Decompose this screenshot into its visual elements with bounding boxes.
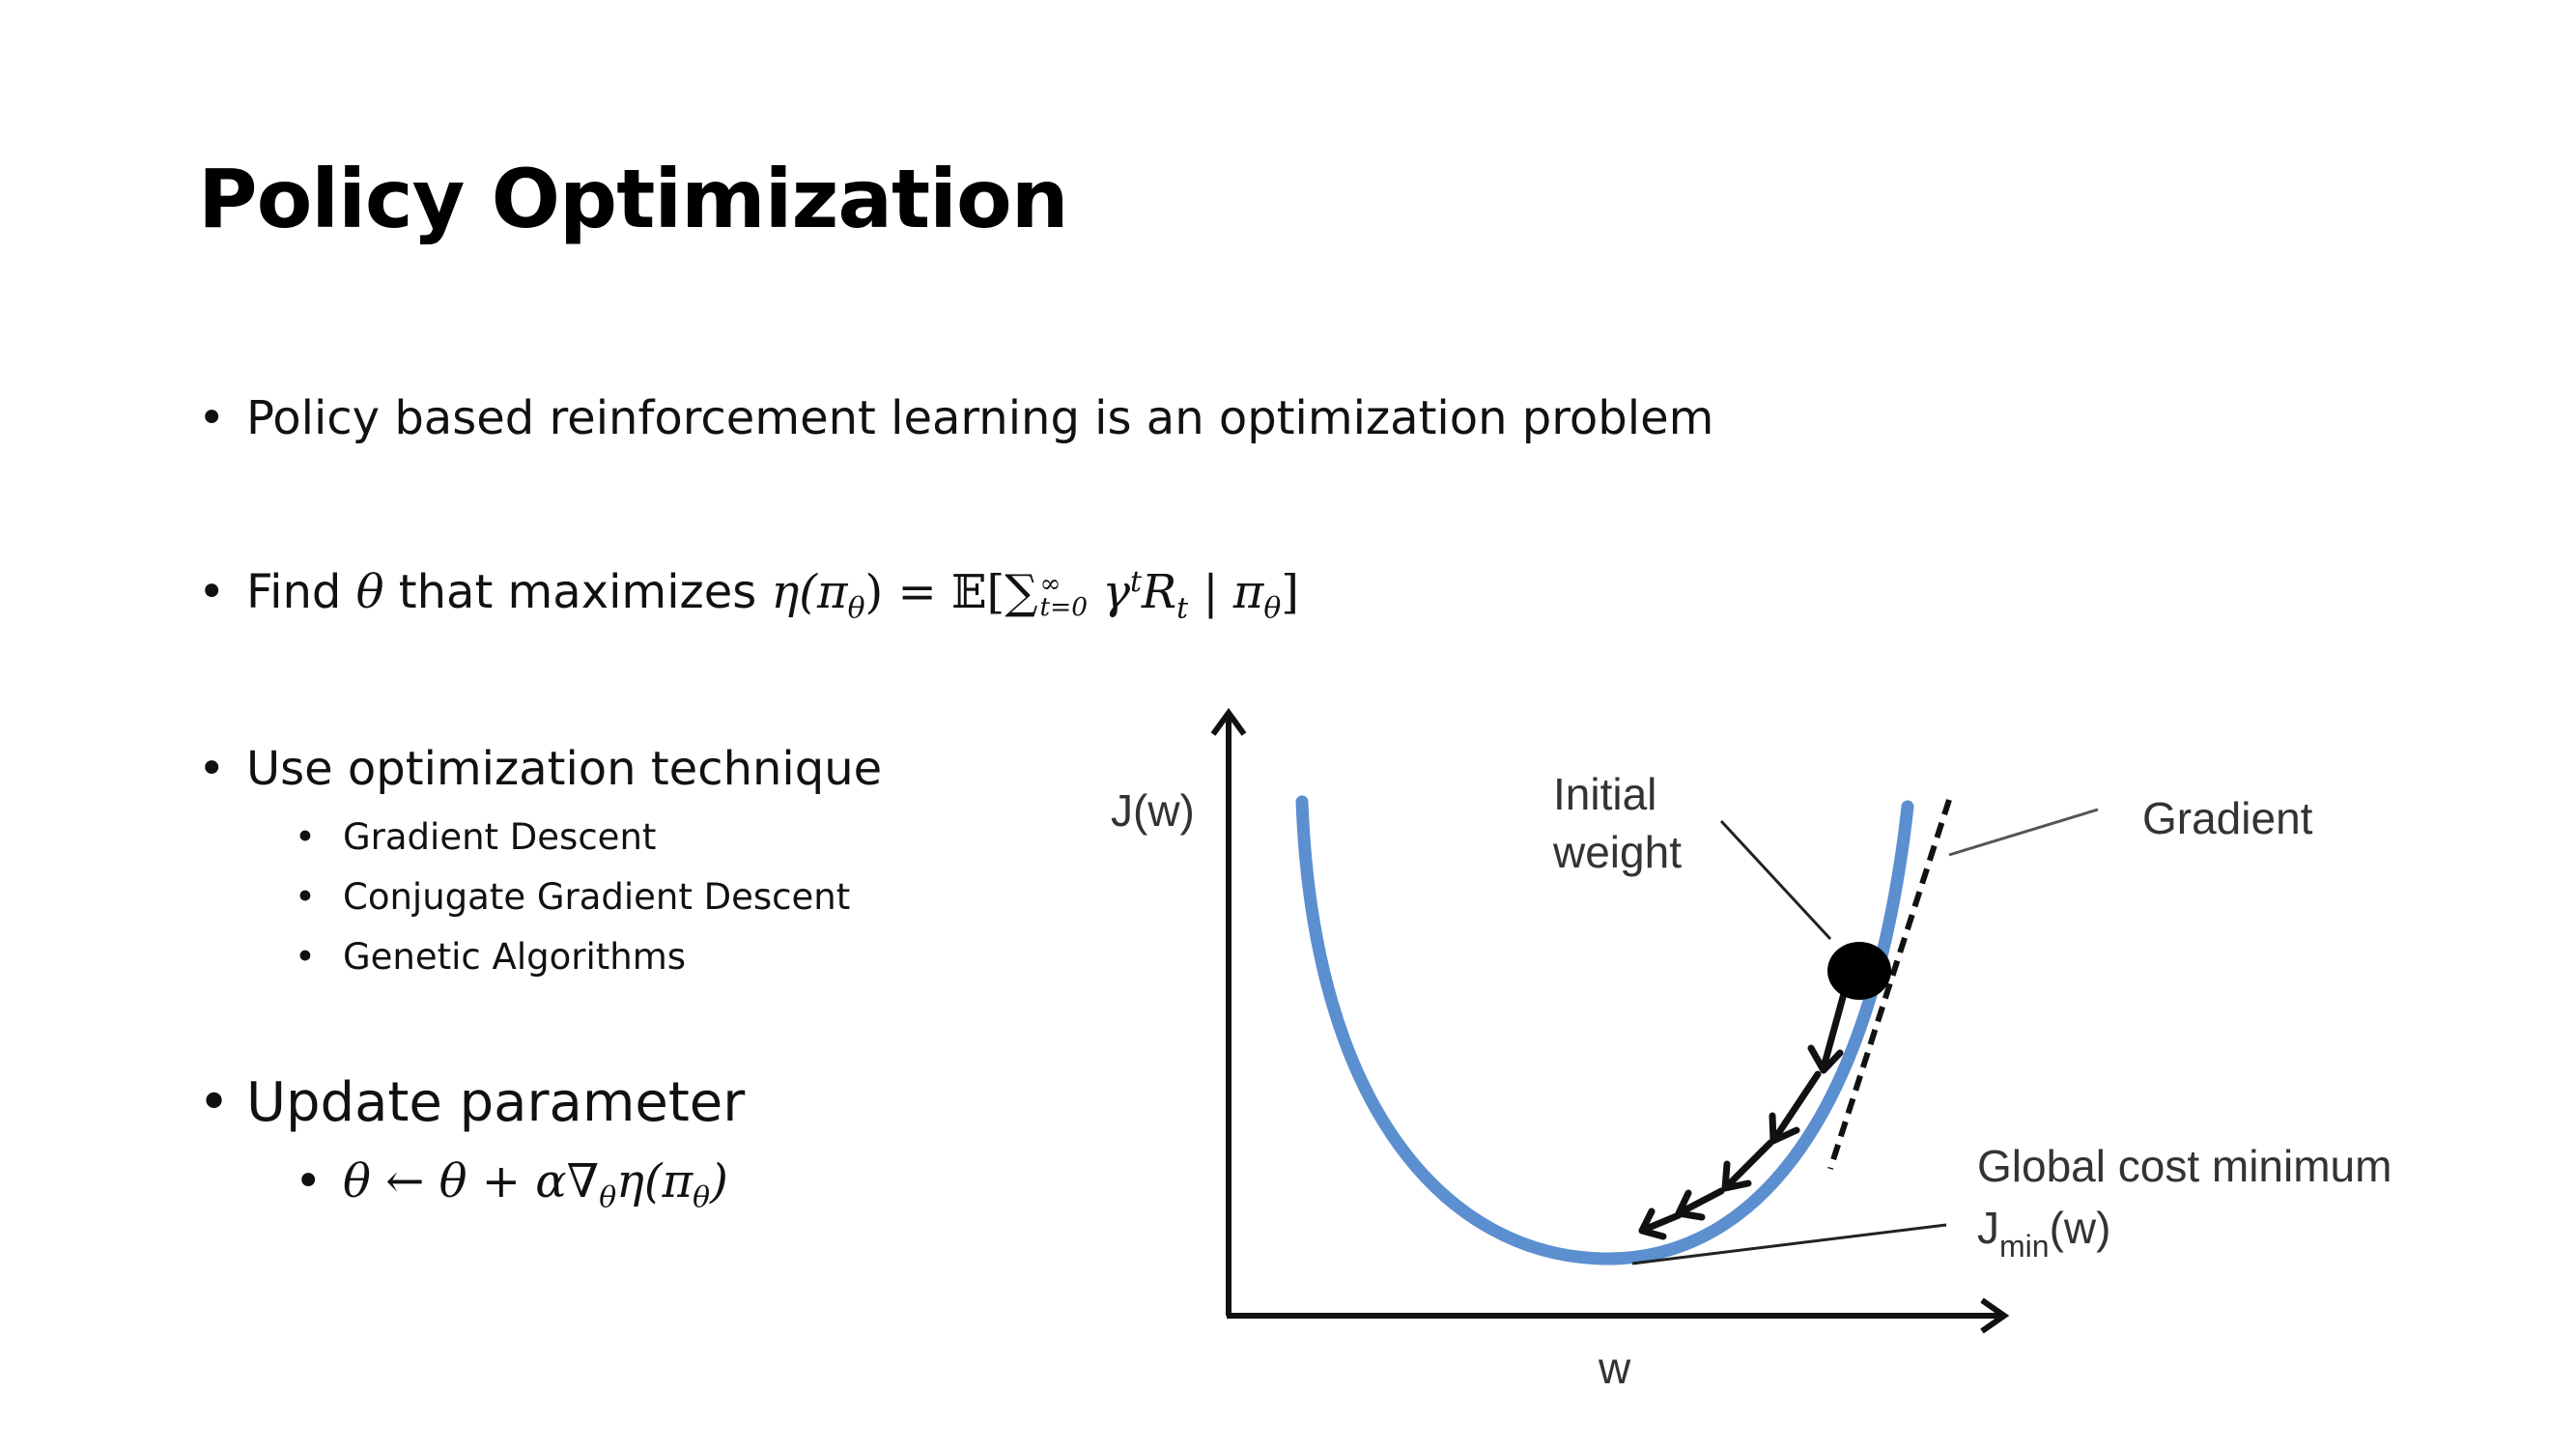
step-arrowhead — [1721, 1160, 1752, 1192]
sub-bullet-conjugate-gradient: • Conjugate Gradient Descent — [295, 876, 850, 919]
y-axis-label: J(w) — [1111, 785, 1195, 836]
formula-R-sub: t — [1176, 591, 1189, 626]
bullet-dot: • — [295, 1154, 323, 1208]
bullet-dot: • — [295, 816, 316, 858]
initial-weight-ball — [1827, 942, 1891, 1000]
formula-expectation: 𝔼[∑ — [950, 565, 1038, 619]
step-arrowhead — [1638, 1208, 1667, 1240]
formula-pi-sub: θ — [1263, 591, 1282, 626]
sub-bullet-gradient-descent: • Gradient Descent — [295, 816, 656, 859]
x-axis-arrowhead — [1980, 1297, 2010, 1334]
update-formula-close: ) — [710, 1154, 728, 1208]
sum-upper: ∞ — [1039, 568, 1062, 599]
formula-R: R — [1141, 565, 1177, 619]
bullet-2: • Find θ that maximizes η(πθ) = 𝔼[∑∞ t=0 γ… — [198, 565, 1299, 626]
sub-bullet-genetic-algorithms: • Genetic Algorithms — [295, 936, 686, 979]
step-arrow — [1640, 1211, 1683, 1234]
jmin-sub: min — [1999, 1229, 2050, 1264]
bullet-dot: • — [198, 565, 226, 619]
step-arrowhead — [1769, 1112, 1800, 1145]
formula-gamma: γ — [1102, 565, 1130, 619]
sum-lower: t=0 — [1039, 591, 1089, 622]
bullet-1: • Policy based reinforcement learning is … — [198, 391, 1713, 447]
global-min-label: Global cost minimum — [1977, 1141, 2392, 1191]
objective-formula: η(πθ) = 𝔼[∑∞ t=0 γtRt | πθ] — [771, 565, 1299, 626]
update-rule: • θ ← θ + α∇θη(πθ) — [295, 1154, 728, 1215]
minimum-leader — [1631, 1223, 1947, 1265]
update-formula: θ ← θ + α∇θη(πθ) — [343, 1154, 728, 1215]
sub-bullet-text: Gradient Descent — [343, 816, 657, 858]
step-arrow — [1723, 1139, 1774, 1190]
bullet-dot: • — [198, 1071, 231, 1134]
jmin-label: Jmin(w) — [1977, 1203, 2110, 1264]
update-formula-eta: η(π — [616, 1154, 694, 1208]
step-arrow — [1771, 1070, 1822, 1142]
y-axis-arrowhead — [1210, 707, 1247, 736]
formula-given-pi: | π — [1188, 565, 1264, 619]
slide-title: Policy Optimization — [198, 152, 1068, 246]
bullet-dot: • — [198, 742, 226, 796]
x-axis-label: w — [1598, 1343, 1631, 1393]
bullet-3: • Use optimization technique — [198, 742, 882, 798]
bullet-4-text: Update parameter — [246, 1071, 746, 1134]
bullet-4: • Update parameter — [198, 1070, 745, 1135]
jmin-J: J — [1977, 1203, 1999, 1253]
update-formula-main: θ ← θ + α∇ — [343, 1154, 600, 1208]
bullet-3-text: Use optimization technique — [246, 742, 883, 796]
cost-curve — [1295, 795, 1914, 1265]
formula-close: ] — [1281, 565, 1299, 619]
bullet-2-middle: that maximizes — [398, 565, 757, 619]
theta-symbol: θ — [355, 565, 384, 619]
update-formula-sub2: θ — [693, 1180, 711, 1215]
gradient-tangent-line — [1827, 799, 1952, 1170]
sub-bullet-text: Conjugate Gradient Descent — [343, 876, 851, 918]
formula-sub-theta: θ — [847, 591, 865, 626]
sub-bullet-text: Genetic Algorithms — [343, 936, 687, 978]
jmin-tail: (w) — [2050, 1203, 2111, 1253]
bullet-1-text: Policy based reinforcement learning is a… — [246, 391, 1714, 445]
formula-eta: η(π — [771, 565, 848, 619]
sum-limits: ∞ t=0 — [1039, 571, 1089, 622]
initial-weight-label-line1: Initial — [1553, 769, 1656, 819]
descent-arrows — [1638, 986, 1849, 1240]
bullet-dot: • — [295, 876, 316, 918]
formula-equals: ) = — [864, 565, 951, 619]
gradient-leader — [1948, 808, 2099, 857]
bullet-dot: • — [198, 391, 226, 445]
bullet-dot: • — [295, 936, 316, 978]
bullet-2-prefix: Find — [246, 565, 342, 619]
formula-gamma-exp: t — [1130, 565, 1142, 599]
initial-weight-label-line2: weight — [1552, 827, 1682, 877]
step-arrow — [1677, 1187, 1725, 1216]
initial-weight-leader — [1719, 819, 1832, 941]
step-arrowhead — [1807, 1044, 1844, 1074]
gradient-label: Gradient — [2142, 793, 2313, 843]
step-arrow — [1820, 986, 1849, 1071]
update-formula-sub: θ — [599, 1180, 617, 1215]
